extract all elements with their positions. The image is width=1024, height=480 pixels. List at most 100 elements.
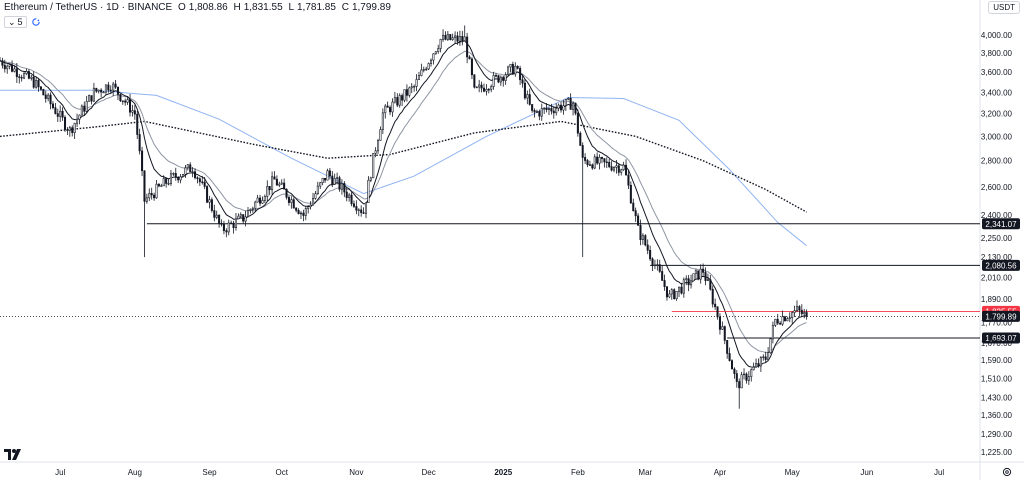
candle-body <box>805 312 808 317</box>
ma-dotted-line <box>0 120 807 213</box>
candle-body <box>509 64 512 68</box>
candle-body <box>552 110 555 114</box>
candle-body <box>458 36 461 42</box>
candle-body <box>302 212 305 216</box>
candle-body <box>432 53 435 61</box>
tradingview-logo-icon[interactable] <box>4 447 24 461</box>
indicator-bar: ⌄ 5 <box>4 16 41 28</box>
candle-body <box>723 326 726 341</box>
candle-body <box>319 182 322 187</box>
candle-body <box>160 185 163 187</box>
candle-body <box>627 174 630 186</box>
candle-body <box>379 129 382 141</box>
candle-body <box>92 87 95 102</box>
candle-body <box>771 325 774 340</box>
symbol-title[interactable]: Ethereum / TetherUS · 1D · BINANCE <box>4 2 173 13</box>
candle-body <box>131 110 134 113</box>
candle-body <box>783 316 786 322</box>
candle-body <box>369 177 372 181</box>
candle-body <box>309 204 312 208</box>
candle-body <box>461 36 464 42</box>
candle-body <box>612 167 616 171</box>
candle-body <box>755 363 758 368</box>
candle-body <box>422 69 425 71</box>
candle-body <box>449 34 452 40</box>
candle-body <box>747 376 750 381</box>
candle-body <box>133 110 136 115</box>
candle-body <box>367 179 370 204</box>
candle-body <box>76 118 79 124</box>
candle-body <box>116 86 120 95</box>
price-levels: 2,341.072,080.561,825.551,693.071,799.89 <box>0 218 1020 344</box>
candle-body <box>504 74 507 81</box>
level-tag <box>982 259 1020 271</box>
y-tick-label: 3,600.00 <box>981 68 1013 77</box>
candle-body <box>169 173 172 184</box>
candle-body <box>215 214 218 218</box>
candle-body <box>100 89 103 93</box>
candle-body <box>345 191 348 198</box>
candle-body <box>547 108 551 111</box>
currency-button[interactable]: USDT <box>988 1 1020 14</box>
candle-body <box>507 66 510 76</box>
candle-body <box>803 312 806 315</box>
candle-body <box>290 199 293 203</box>
candle-body <box>632 202 635 212</box>
candle-body <box>600 157 603 159</box>
candle-body <box>728 353 731 361</box>
candle-body <box>314 193 317 199</box>
candle-body <box>148 193 151 199</box>
gear-icon[interactable] <box>1002 467 1012 477</box>
candle-body <box>714 303 717 308</box>
candle-body <box>535 111 538 113</box>
y-tick-label: 3,400.00 <box>981 88 1013 97</box>
candle-body <box>531 104 534 111</box>
candle-body <box>32 76 35 88</box>
candle-body <box>694 270 697 275</box>
candle-body <box>311 198 315 206</box>
candle-body <box>340 183 343 190</box>
candle-body <box>543 107 546 110</box>
candle-body <box>675 290 678 300</box>
candle-body <box>194 171 197 179</box>
candle-body <box>153 194 156 199</box>
refresh-icon[interactable] <box>31 17 41 27</box>
level-label: 1,693.07 <box>985 334 1017 343</box>
candle-body <box>574 102 577 114</box>
y-tick-label: 2,250.00 <box>981 234 1013 243</box>
candle-body <box>275 178 278 186</box>
candle-body <box>83 105 86 112</box>
y-tick-label: 1,360.00 <box>981 411 1013 420</box>
candle-body <box>35 80 38 88</box>
current-price-tag <box>982 310 1020 322</box>
candle-body <box>259 197 262 204</box>
candle-body <box>487 88 490 91</box>
candle-body <box>324 177 327 181</box>
candle-body <box>670 289 673 295</box>
price-axis: 4,000.00 3,800.00 3,600.00 3,400.00 3,200.00… <box>981 31 1013 457</box>
candle-body <box>198 178 201 183</box>
candle-body <box>567 97 570 100</box>
candle-body <box>145 197 148 202</box>
candle-body <box>292 199 295 209</box>
candle-body <box>598 157 601 164</box>
y-tick-label: 1,770.00 <box>981 318 1013 327</box>
candle-body <box>673 289 676 300</box>
candle-body <box>420 69 423 76</box>
candle-body <box>656 264 659 266</box>
candle-body <box>733 368 736 374</box>
candle-body <box>555 108 558 114</box>
candle-body <box>0 60 2 62</box>
indicators-toggle-button[interactable]: ⌄ 5 <box>4 16 27 28</box>
candle-body <box>685 278 688 281</box>
time-axis: Jul Aug Sep Oct Nov Dec 2025 Feb Mar Apr May Jun Jul <box>55 468 944 477</box>
candle-body <box>88 95 91 102</box>
candle-body <box>475 86 478 89</box>
candle-body <box>798 306 801 311</box>
y-tick-label: 1,890.00 <box>981 295 1013 304</box>
candle-body <box>316 185 319 194</box>
candle-body <box>6 65 9 70</box>
ema-fast-line <box>0 40 807 368</box>
candle-body <box>124 100 127 103</box>
